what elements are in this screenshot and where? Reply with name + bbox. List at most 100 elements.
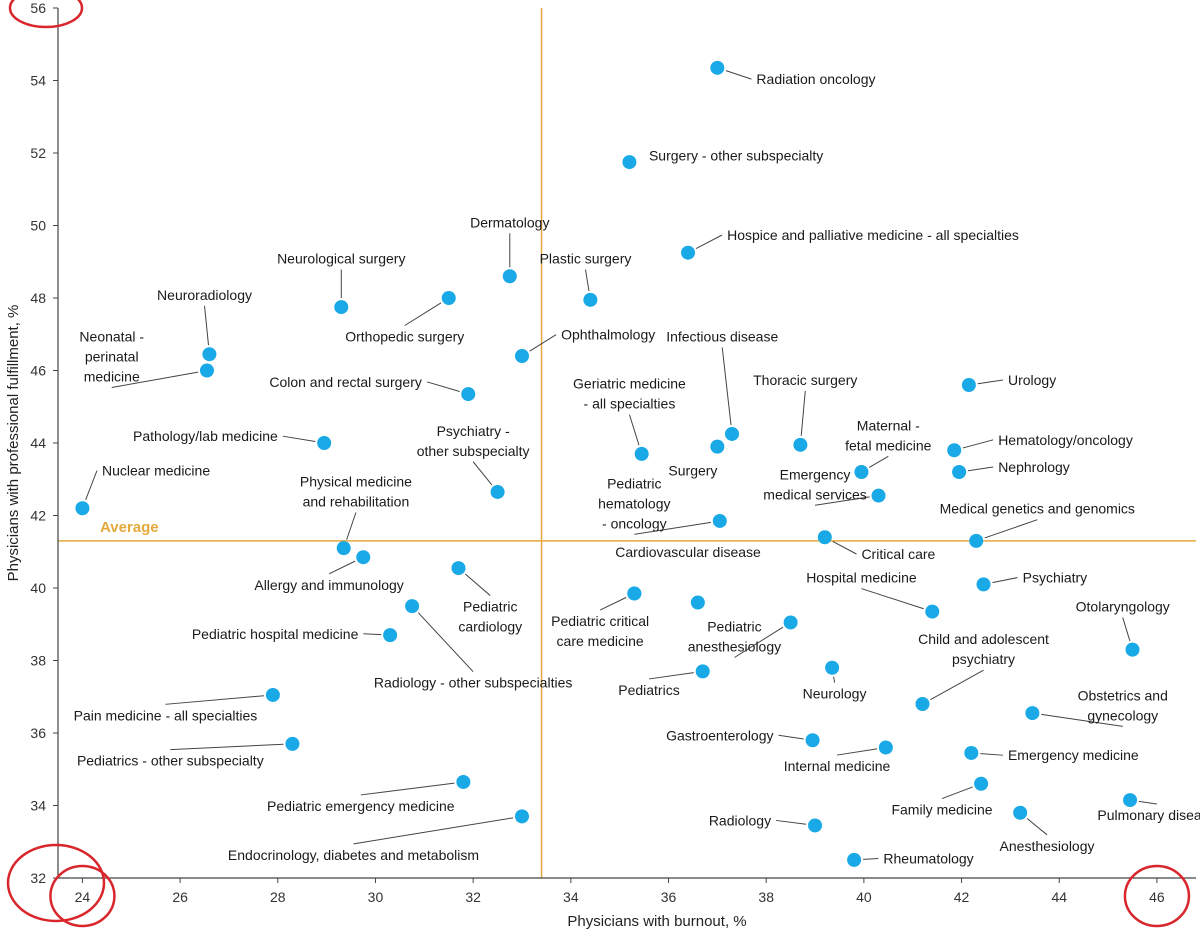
data-point: [1125, 642, 1140, 657]
leader-line: [1026, 818, 1048, 836]
point-label-line: Hospital medicine: [806, 570, 917, 586]
data-point: [1025, 706, 1040, 721]
y-tick-label: 50: [30, 218, 46, 234]
point-label: Obstetrics and gynecology: [1078, 687, 1168, 723]
leader-line: [941, 786, 973, 800]
leader-line: [776, 819, 807, 825]
point-label-line: Orthopedic surgery: [345, 329, 464, 345]
point-label: Pain medicine - all specialties: [74, 707, 258, 723]
point-label: Endocrinology, diabetes and metabolism: [228, 847, 479, 863]
point-label-line: Thoracic surgery: [753, 372, 857, 388]
point-label: Radiation oncology: [756, 71, 875, 87]
point-label-line: Physical medicine: [300, 474, 412, 490]
point-label-line: Ophthalmology: [561, 327, 655, 343]
leader-line: [967, 466, 994, 472]
leader-line: [962, 439, 994, 449]
point-label-line: Dermatology: [470, 214, 549, 230]
data-point: [915, 697, 930, 711]
data-point: [825, 660, 840, 675]
point-label-line: Pediatric critical: [551, 613, 649, 629]
highlight-circle: [49, 864, 116, 928]
leader-line: [328, 560, 356, 575]
leader-line: [734, 626, 784, 658]
x-tick-label: 26: [172, 889, 188, 905]
data-point: [805, 733, 820, 748]
y-tick-label: 38: [30, 653, 46, 669]
point-label: Colon and rectal surgery: [269, 374, 422, 390]
point-label: Pulmonary disease: [1097, 807, 1200, 823]
leader-line: [1122, 617, 1131, 642]
point-label: Pediatric emergency medicine: [267, 798, 455, 814]
x-tick-label: 30: [368, 889, 384, 905]
point-label-line: Child and adolescent: [918, 631, 1049, 647]
point-label: Maternal - fetal medicine: [845, 417, 932, 453]
point-label: Pediatrics: [618, 682, 679, 698]
leader-line: [584, 269, 590, 292]
leader-line: [346, 512, 357, 540]
data-point: [336, 541, 351, 556]
point-label: Pediatric cardiology: [458, 599, 522, 635]
leader-line: [1041, 713, 1123, 727]
x-tick-label: 40: [856, 889, 872, 905]
leader-line: [628, 414, 640, 446]
point-label: Internal medicine: [784, 758, 891, 774]
point-label-line: Psychiatry -: [437, 423, 510, 439]
point-label-line: Pulmonary disease: [1097, 807, 1200, 823]
x-tick-label: 38: [758, 889, 774, 905]
leader-line: [529, 334, 557, 352]
data-point: [817, 530, 832, 545]
point-label: Otolaryngology: [1076, 599, 1170, 615]
data-point: [514, 349, 529, 363]
point-label-line: medical services: [763, 486, 866, 502]
point-label-line: anesthesiology: [688, 639, 781, 655]
data-point: [961, 378, 976, 392]
data-point: [690, 595, 705, 610]
leader-line: [85, 470, 98, 501]
data-point: [725, 426, 740, 441]
point-label-line: Emergency medicine: [1008, 747, 1139, 763]
point-label: Rheumatology: [883, 851, 973, 867]
data-point: [451, 561, 466, 576]
y-tick-label: 42: [30, 508, 46, 524]
point-label-line: Pediatric: [463, 599, 517, 615]
data-point: [199, 363, 214, 378]
leader-line: [472, 461, 493, 486]
point-label: Hematology/oncology: [998, 432, 1133, 448]
data-point: [854, 465, 869, 479]
data-point: [976, 577, 991, 592]
point-label: Radiology - other subspecialties: [374, 675, 572, 691]
data-point: [925, 604, 940, 619]
leader-line: [648, 672, 694, 680]
point-label-line: Plastic surgery: [540, 251, 632, 267]
point-label: Anesthesiology: [1000, 838, 1095, 854]
data-point: [383, 628, 398, 643]
leader-line: [282, 435, 316, 443]
data-point: [878, 740, 893, 755]
point-label-line: Surgery - other subspecialty: [649, 147, 823, 163]
y-tick-label: 34: [30, 798, 46, 814]
point-label-line: hematology: [598, 495, 670, 511]
data-point: [622, 155, 637, 170]
point-label-line: Neurological surgery: [277, 251, 405, 267]
point-label-line: perinatal: [85, 349, 139, 365]
leader-line: [599, 596, 627, 611]
x-tick-label: 32: [465, 889, 481, 905]
point-label-line: Maternal -: [857, 417, 920, 433]
point-label: Plastic surgery: [540, 251, 632, 267]
leader-line: [725, 70, 752, 80]
point-label: Emergency medical services: [763, 466, 866, 502]
point-label-line: Pain medicine - all specialties: [74, 707, 258, 723]
point-label-line: medicine: [84, 369, 140, 385]
highlight-circle: [6, 843, 106, 923]
point-label-line: Family medicine: [891, 802, 992, 818]
data-point: [265, 687, 280, 702]
point-label: Neuroradiology: [157, 287, 252, 303]
point-label-line: Nuclear medicine: [102, 463, 210, 479]
point-label-line: Radiology: [709, 812, 771, 828]
point-label-line: - oncology: [602, 515, 667, 531]
leader-line: [836, 748, 878, 756]
point-label-line: Critical care: [861, 546, 935, 562]
point-label-line: Allergy and immunology: [254, 577, 403, 593]
point-label: Pediatric anesthesiology: [688, 619, 781, 655]
